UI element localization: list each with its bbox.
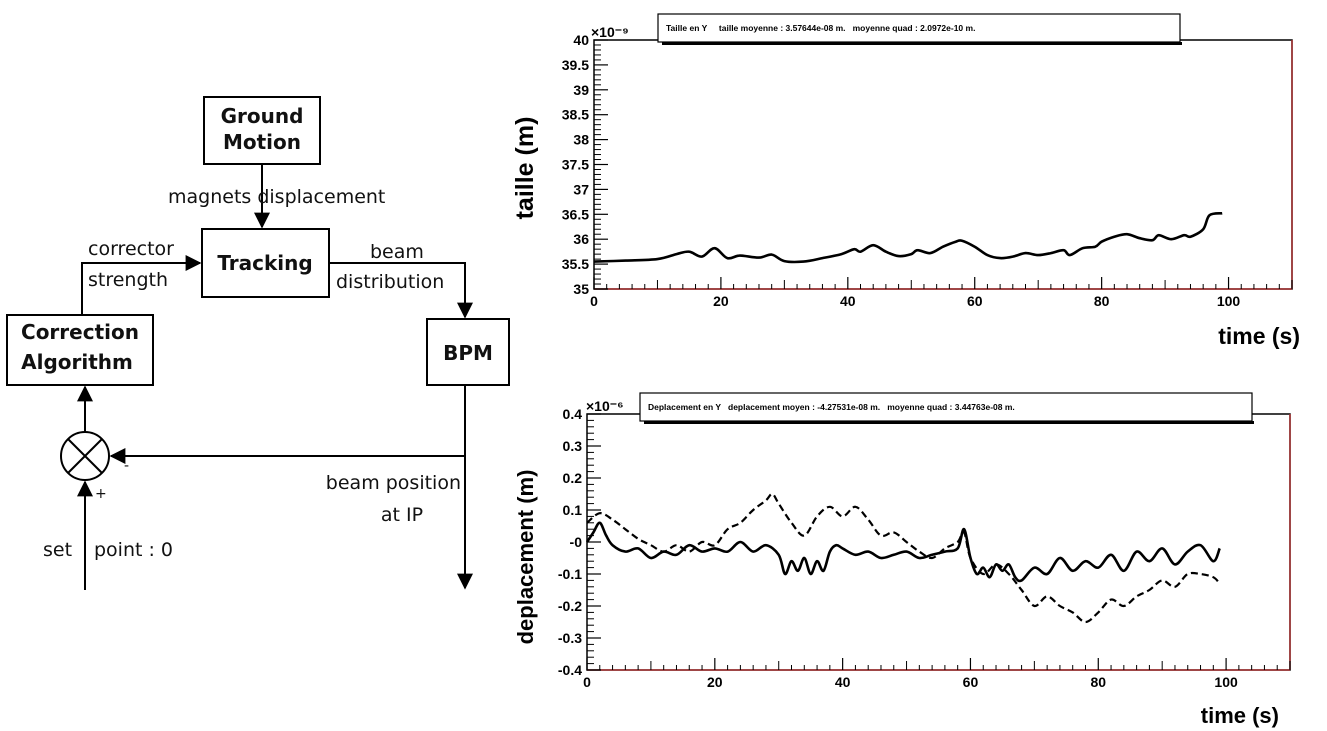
ground-motion-label-2: Motion <box>223 130 301 154</box>
top-x-tick-label: 20 <box>713 293 729 309</box>
beam-label: beam <box>370 241 424 263</box>
bottom-y-tick-label: -0 <box>570 534 583 550</box>
point-zero-label: point : 0 <box>94 539 173 561</box>
top-y-tick-label: 36 <box>573 231 589 247</box>
top-plot-frame <box>593 39 1293 290</box>
bottom-x-tick-label: 100 <box>1214 674 1238 690</box>
bottom-y-tick-label: -0.2 <box>558 598 582 614</box>
top-x-tick-label: 100 <box>1217 293 1241 309</box>
top-y-tick-label: 39 <box>573 82 589 98</box>
corrector-label: corrector <box>88 238 174 260</box>
top-y-tick-label: 38.5 <box>562 107 589 123</box>
taille-chart: 35 35.5 36 36.5 37 37.5 38 38.5 39 39.5 40 0 20 40 60 8… <box>511 13 1300 349</box>
top-y-tick-label: 39.5 <box>562 57 589 73</box>
top-x-tick-label: 80 <box>1094 293 1110 309</box>
bottom-x-tick-label: 20 <box>707 674 723 690</box>
bottom-banner-shadow <box>644 421 1254 424</box>
top-axes: 35 35.5 36 36.5 37 37.5 38 38.5 39 39.5 40 0 20 40 60 8… <box>562 32 1293 309</box>
correction-label-1: Correction <box>21 320 139 344</box>
top-y-tick-label: 36.5 <box>562 206 589 222</box>
arrow-tracking-to-bpm <box>329 262 473 319</box>
bottom-x-tick-label: 0 <box>583 674 591 690</box>
deplacement-chart: -0.4 -0.3 -0.2 -0.1 -0 0.1 0.2 0.3 0.4 0 20 40 60 80 1… <box>513 392 1291 728</box>
bottom-y-exponent: ×10⁻⁶ <box>586 398 624 414</box>
tracking-label: Tracking <box>217 251 312 275</box>
bottom-x-tick-label: 80 <box>1090 674 1106 690</box>
top-x-tick-label: 0 <box>590 293 598 309</box>
bpm-label: BPM <box>443 341 493 365</box>
summing-junction-icon <box>60 431 110 481</box>
distribution-label: distribution <box>336 271 444 293</box>
taille-series-line <box>593 212 1223 264</box>
ground-motion-box <box>203 96 321 165</box>
bottom-y-tick-label: 0.4 <box>563 406 583 422</box>
bottom-axes: -0.4 -0.3 -0.2 -0.1 -0 0.1 0.2 0.3 0.4 0 20 40 60 80 1… <box>558 406 1291 690</box>
strength-label: strength <box>88 269 168 291</box>
top-y-axis-title: taille (m) <box>511 117 539 220</box>
deplacement-dashed-series-line <box>586 492 1221 624</box>
bottom-y-tick-label: -0.1 <box>558 566 582 582</box>
top-x-axis-title: time (s) <box>1218 323 1300 349</box>
top-y-exponent: ×10⁻⁹ <box>591 24 629 40</box>
top-x-tick-label: 40 <box>840 293 856 309</box>
top-y-tick-label: 38 <box>573 132 589 148</box>
plus-sign: + <box>95 486 107 502</box>
top-y-tick-label: 37 <box>573 181 589 197</box>
bottom-y-axis-title: deplacement (m) <box>513 470 538 645</box>
bottom-x-tick-label: 60 <box>963 674 979 690</box>
top-y-tick-label: 35 <box>573 281 589 297</box>
correction-label-2: Algorithm <box>21 350 133 374</box>
set-label: set <box>43 539 72 561</box>
bottom-y-tick-label: 0.1 <box>563 502 583 518</box>
top-y-tick-label: 35.5 <box>562 256 589 272</box>
bottom-x-axis-title: time (s) <box>1201 703 1279 728</box>
control-loop-diagram: Ground Motion Tracking Correction Algori… <box>6 96 510 590</box>
tracking-box <box>201 228 330 298</box>
bottom-plot-frame <box>586 413 1291 671</box>
minus-sign: - <box>124 458 129 474</box>
bottom-y-tick-label: -0.3 <box>558 630 582 646</box>
at-ip-label: at IP <box>381 504 423 526</box>
bottom-x-tick-label: 40 <box>835 674 851 690</box>
magnets-displacement-label: magnets displacement <box>168 186 385 208</box>
bottom-y-tick-label: 0.2 <box>563 470 583 486</box>
top-y-tick-label: 40 <box>573 32 589 48</box>
bottom-y-tick-label: -0.4 <box>558 662 582 678</box>
ground-motion-label-1: Ground <box>221 104 304 128</box>
bottom-chart-title: Deplacement en Y deplacement moyen : -4.… <box>648 402 1015 412</box>
bpm-box <box>426 318 510 386</box>
arrow-correction-to-tracking <box>81 255 202 315</box>
top-chart-title: Taille en Y taille moyenne : 3.57644e-08… <box>666 23 975 33</box>
deplacement-solid-series-line <box>585 521 1221 583</box>
top-y-tick-label: 37.5 <box>562 157 589 173</box>
correction-algorithm-box <box>6 314 154 386</box>
top-banner-shadow <box>662 42 1182 45</box>
top-x-tick-label: 60 <box>967 293 983 309</box>
bottom-y-tick-label: 0.3 <box>563 438 583 454</box>
beam-position-label: beam position <box>326 472 461 494</box>
